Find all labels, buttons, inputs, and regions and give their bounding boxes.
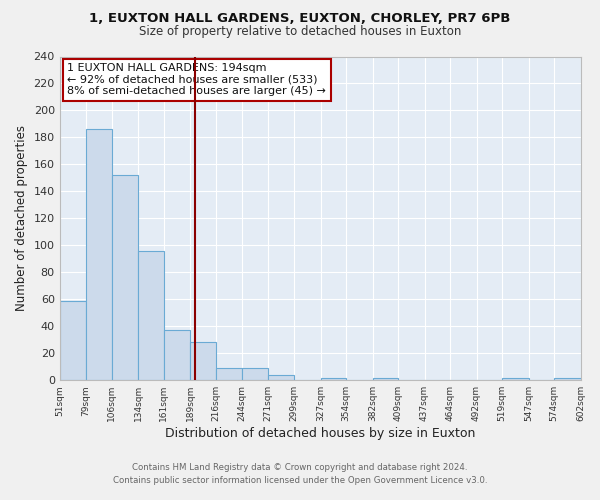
Bar bbox=[242, 368, 268, 380]
Bar bbox=[112, 175, 138, 380]
Bar bbox=[215, 368, 242, 380]
Text: 1 EUXTON HALL GARDENS: 194sqm
← 92% of detached houses are smaller (533)
8% of s: 1 EUXTON HALL GARDENS: 194sqm ← 92% of d… bbox=[67, 63, 326, 96]
Bar bbox=[59, 300, 86, 380]
Y-axis label: Number of detached properties: Number of detached properties bbox=[15, 126, 28, 312]
Bar bbox=[502, 378, 529, 380]
Text: Contains public sector information licensed under the Open Government Licence v3: Contains public sector information licen… bbox=[113, 476, 487, 485]
Bar bbox=[138, 250, 164, 380]
Text: 1, EUXTON HALL GARDENS, EUXTON, CHORLEY, PR7 6PB: 1, EUXTON HALL GARDENS, EUXTON, CHORLEY,… bbox=[89, 12, 511, 26]
X-axis label: Distribution of detached houses by size in Euxton: Distribution of detached houses by size … bbox=[165, 427, 475, 440]
Bar bbox=[373, 378, 398, 380]
Bar bbox=[554, 378, 581, 380]
Bar bbox=[190, 342, 215, 380]
Bar bbox=[320, 378, 346, 380]
Bar bbox=[268, 375, 294, 380]
Bar bbox=[164, 330, 190, 380]
Text: Size of property relative to detached houses in Euxton: Size of property relative to detached ho… bbox=[139, 25, 461, 38]
Bar bbox=[86, 130, 112, 380]
Text: Contains HM Land Registry data © Crown copyright and database right 2024.: Contains HM Land Registry data © Crown c… bbox=[132, 464, 468, 472]
